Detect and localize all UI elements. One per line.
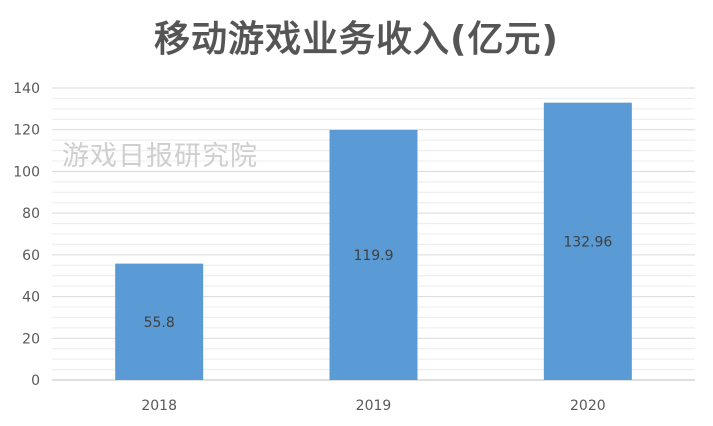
chart-title: 移动游戏业务收入(亿元) [154,19,559,60]
bar [543,102,632,381]
y-tick-label: 0 [31,373,40,389]
data-label: 132.96 [563,234,612,250]
y-tick-label: 120 [13,123,40,139]
y-tick-label: 100 [13,164,40,180]
x-tick-label: 2019 [356,398,392,414]
y-tick-label: 20 [22,331,40,347]
y-tick-label: 60 [22,248,40,264]
y-tick-label: 140 [13,81,40,97]
bar [329,129,418,380]
bar [115,263,204,380]
y-tick-label: 40 [22,290,40,306]
y-tick-label: 80 [22,206,40,222]
x-tick-label: 2018 [141,398,177,414]
watermark: 游戏日报研究院 [62,141,258,172]
x-tick-label: 2020 [570,398,606,414]
data-label: 119.9 [353,248,393,264]
data-label: 55.8 [144,315,175,331]
